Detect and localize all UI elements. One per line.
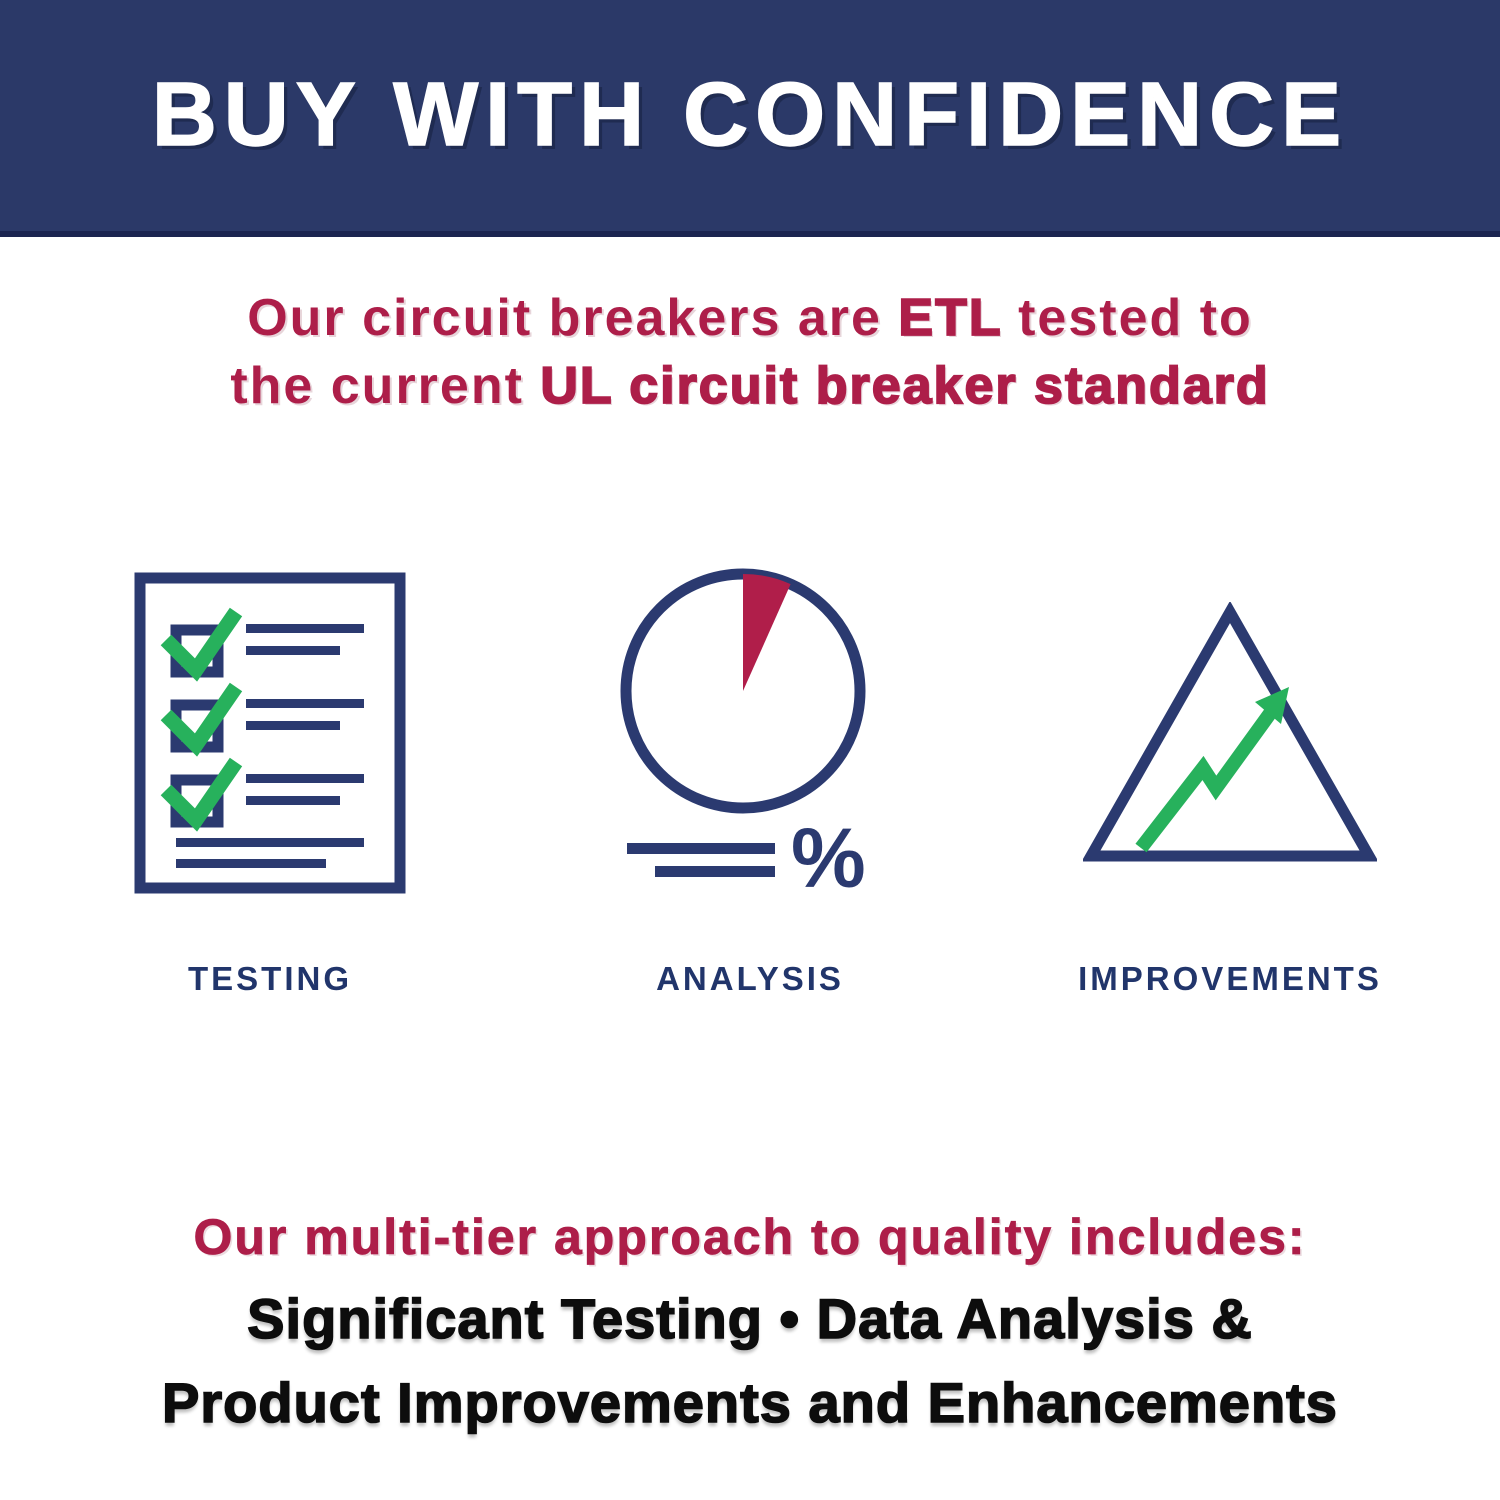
feature-analysis: % ANALYSIS	[540, 568, 960, 998]
features-row: TESTING % ANALYSIS	[0, 568, 1500, 998]
footer-text: Our multi-tier approach to quality inclu…	[0, 1208, 1500, 1434]
footer-heading: Our multi-tier approach to quality inclu…	[193, 1209, 1307, 1266]
feature-label-improvements: IMPROVEMENTS	[1078, 960, 1382, 998]
percent-symbol: %	[791, 811, 866, 899]
pie-chart-icon: %	[620, 568, 866, 899]
feature-testing: TESTING	[60, 568, 480, 998]
intro-heading: Our circuit breakers are ETL tested to t…	[0, 285, 1500, 420]
feature-label-testing: TESTING	[187, 960, 352, 998]
checklist-icon	[134, 572, 406, 894]
intro-line-2: the current UL circuit breaker standard	[230, 356, 1270, 416]
ul-standard-emphasis: UL circuit breaker standard	[539, 356, 1270, 416]
etl-emphasis: ETL	[897, 288, 1002, 348]
banner-title: BUY WITH CONFIDENCE	[151, 64, 1349, 166]
footer-line-1: Significant Testing • Data Analysis &	[246, 1287, 1253, 1351]
footer-line-2: Product Improvements and Enhancements	[161, 1370, 1338, 1434]
feature-label-analysis: ANALYSIS	[656, 960, 844, 998]
banner: BUY WITH CONFIDENCE	[0, 0, 1500, 237]
feature-improvements: IMPROVEMENTS	[1020, 568, 1440, 998]
growth-triangle-icon	[1083, 602, 1377, 862]
intro-line-1: Our circuit breakers are ETL tested to	[247, 288, 1253, 348]
